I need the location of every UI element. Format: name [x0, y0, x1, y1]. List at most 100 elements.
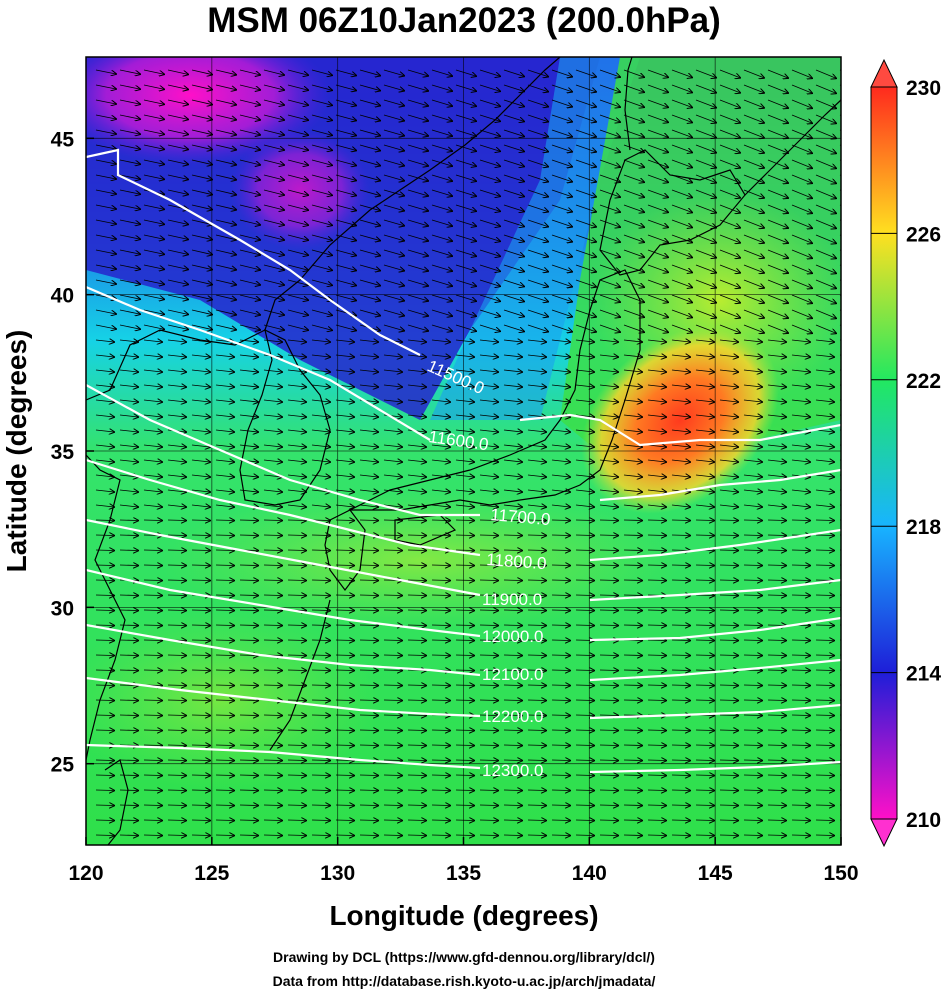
wind-arrow — [215, 805, 234, 806]
wind-arrow — [479, 820, 498, 821]
wind-arrow — [527, 460, 546, 462]
x-tick-label: 125 — [194, 862, 229, 885]
wind-arrow — [215, 550, 234, 551]
wind-arrow — [767, 775, 786, 776]
wind-arrow — [839, 189, 841, 191]
wind-arrow — [695, 775, 714, 776]
wind-arrow — [455, 355, 474, 357]
wind-arrow — [431, 580, 450, 581]
wind-arrow — [191, 309, 212, 315]
wind-arrow — [287, 174, 308, 180]
wind-arrow — [167, 99, 188, 104]
wind-arrow — [407, 535, 426, 536]
wind-arrow — [383, 760, 402, 761]
wind-arrow — [263, 400, 282, 402]
wind-arrow — [191, 84, 212, 90]
wind-arrow — [215, 189, 236, 195]
wind-arrow — [695, 670, 714, 671]
wind-arrow — [383, 610, 402, 611]
wind-arrow — [815, 685, 834, 686]
wind-arrow — [167, 745, 186, 746]
wind-arrow — [767, 760, 786, 761]
wind-arrow — [239, 595, 258, 596]
wind-arrow — [551, 595, 570, 596]
wind-arrow — [599, 144, 620, 152]
wind-arrow — [455, 520, 474, 521]
wind-arrow — [479, 340, 498, 342]
wind-arrow — [503, 219, 524, 226]
wind-arrow — [839, 399, 841, 401]
wind-arrow — [575, 189, 596, 197]
wind-arrow — [167, 234, 188, 239]
wind-arrow — [215, 715, 234, 716]
wind-arrow — [647, 129, 668, 137]
wind-arrow — [359, 595, 378, 596]
wind-arrow — [839, 609, 841, 611]
wind-arrow — [527, 790, 546, 791]
wind-arrow — [191, 400, 210, 402]
wind-arrow — [143, 625, 162, 626]
wind-arrow — [383, 700, 402, 701]
wind-arrow — [575, 565, 594, 566]
wind-arrow — [383, 400, 402, 402]
wind-arrow — [431, 655, 450, 656]
wind-arrow — [551, 189, 572, 197]
wind-arrow — [671, 550, 690, 551]
wind-arrow — [791, 640, 810, 641]
wind-arrow — [479, 685, 498, 686]
wind-arrow — [287, 430, 306, 432]
wind-arrow — [335, 400, 354, 402]
wind-arrow — [287, 820, 306, 821]
wind-arrow — [719, 565, 738, 566]
wind-arrow — [239, 84, 260, 90]
wind-arrow — [191, 99, 212, 105]
wind-arrow — [815, 640, 834, 641]
wind-arrow — [95, 340, 114, 342]
wind-arrow — [695, 114, 716, 123]
wind-arrow — [647, 99, 668, 107]
wind-arrow — [287, 189, 308, 195]
wind-arrow — [215, 595, 234, 596]
wind-arrow — [95, 174, 116, 179]
wind-arrow — [119, 760, 138, 761]
wind-arrow — [839, 624, 841, 626]
wind-arrow — [359, 820, 378, 821]
wind-arrow — [407, 249, 428, 256]
wind-arrow — [791, 84, 812, 93]
wind-arrow — [791, 760, 810, 761]
wind-arrow — [263, 730, 282, 731]
wind-arrow — [215, 84, 236, 90]
wind-arrow — [455, 445, 474, 447]
wind-arrow — [95, 460, 114, 462]
wind-arrow — [239, 565, 258, 566]
wind-arrow — [503, 189, 524, 196]
wind-arrow — [671, 204, 692, 212]
wind-arrow — [407, 715, 426, 716]
wind-arrow — [407, 805, 426, 806]
wind-arrow — [455, 460, 474, 462]
wind-arrow — [239, 249, 260, 255]
wind-arrow — [191, 174, 212, 180]
wind-arrow — [335, 324, 356, 330]
wind-arrow — [767, 234, 788, 243]
wind-arrow — [167, 760, 186, 761]
wind-arrow — [767, 520, 786, 521]
wind-arrow — [815, 114, 836, 123]
wind-arrow — [431, 625, 450, 626]
wind-arrow — [191, 700, 210, 701]
wind-arrow — [815, 294, 836, 303]
wind-arrow — [455, 99, 476, 106]
wind-arrow — [119, 445, 138, 447]
wind-arrow — [287, 234, 308, 240]
wind-arrow — [575, 264, 596, 272]
colorbar-label: 230 — [906, 77, 941, 100]
wind-arrow — [479, 535, 498, 536]
wind-arrow — [359, 84, 380, 91]
wind-arrow — [575, 415, 594, 417]
wind-arrow — [287, 445, 306, 447]
wind-arrow — [215, 385, 234, 387]
wind-arrow — [575, 805, 594, 806]
wind-arrow — [143, 820, 162, 821]
wind-arrow — [719, 159, 740, 168]
wind-arrow — [599, 730, 618, 731]
